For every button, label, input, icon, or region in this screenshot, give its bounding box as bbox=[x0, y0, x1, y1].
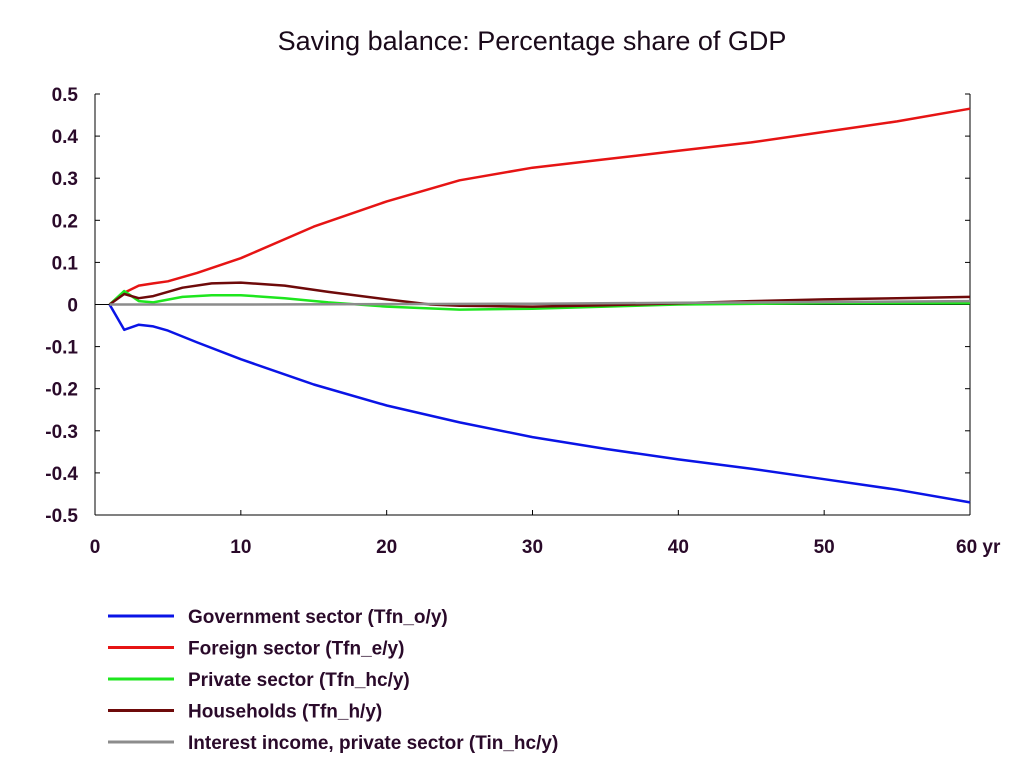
y-tick-label: -0.3 bbox=[45, 422, 78, 443]
y-tick-label: -0.2 bbox=[45, 380, 78, 401]
chart-title: Saving balance: Percentage share of GDP bbox=[278, 26, 787, 56]
x-tick-label: 40 bbox=[668, 537, 689, 558]
x-tick-label: 20 bbox=[376, 537, 397, 558]
legend-label-3: Private sector (Tfn_hc/y) bbox=[188, 670, 410, 691]
series-line-3 bbox=[108, 289, 970, 311]
x-tick-label: 50 bbox=[814, 537, 835, 558]
x-tick-label: 60 yr bbox=[956, 537, 1001, 558]
series-layer bbox=[108, 107, 971, 504]
y-tick-label: 0.1 bbox=[52, 253, 79, 274]
x-tick-label: 10 bbox=[230, 537, 251, 558]
legend-label-5: Interest income, private sector (Tin_hc/… bbox=[188, 733, 558, 754]
series-line-4 bbox=[108, 281, 971, 308]
y-tick-label: 0.3 bbox=[52, 169, 78, 190]
series-line-5 bbox=[109, 299, 971, 306]
axes: 0.5 0.4 0.3 0.2 0.1 0 -0.1 -0.2 -0.3 -0.4 -0.5 0 10 2… bbox=[45, 85, 1001, 558]
x-tick-label: 0 bbox=[90, 537, 101, 558]
series-line-2 bbox=[108, 107, 971, 306]
y-tick-label: -0.5 bbox=[45, 506, 78, 527]
y-tick-label: 0 bbox=[67, 296, 78, 317]
legend-label-2: Foreign sector (Tfn_e/y) bbox=[188, 639, 404, 660]
y-tick-label: -0.1 bbox=[45, 338, 78, 359]
y-tick-label: -0.4 bbox=[45, 464, 78, 485]
x-tick-label: 30 bbox=[522, 537, 543, 558]
legend: Government sector (Tfn_o/y) Foreign secto… bbox=[108, 607, 558, 754]
y-tick-label: 0.2 bbox=[52, 211, 78, 232]
series-line-1 bbox=[108, 303, 971, 504]
legend-label-4: Households (Tfn_h/y) bbox=[188, 702, 382, 723]
y-tick-label: 0.4 bbox=[52, 127, 79, 148]
y-tick-label: 0.5 bbox=[52, 85, 79, 106]
legend-label-1: Government sector (Tfn_o/y) bbox=[188, 607, 448, 628]
